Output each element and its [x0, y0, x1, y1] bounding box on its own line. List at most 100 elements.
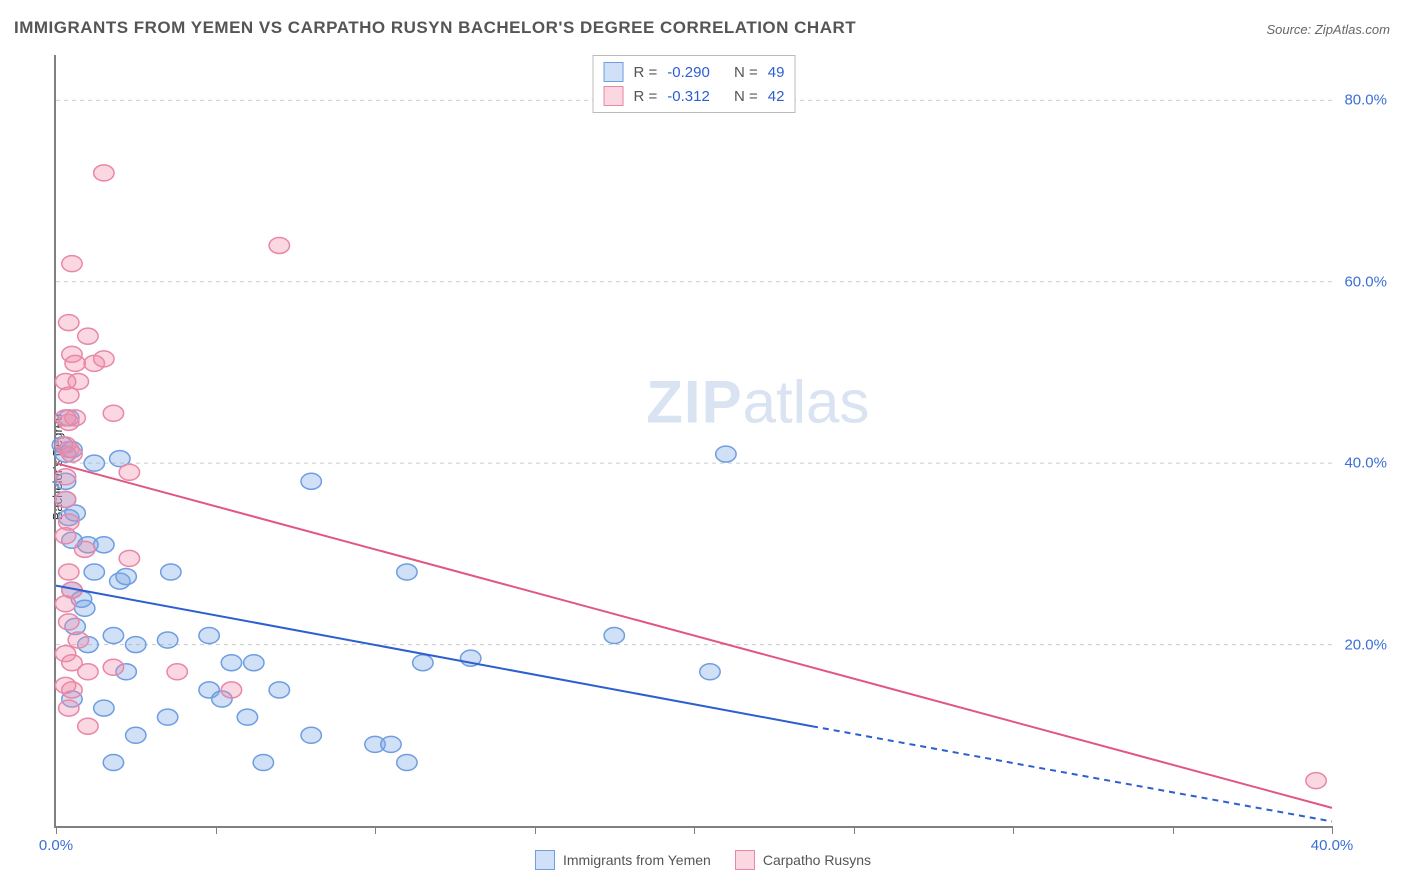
x-tick-mark — [1013, 826, 1014, 834]
data-point-yemen — [161, 564, 181, 580]
legend-item-carpatho: Carpatho Rusyns — [735, 850, 871, 870]
r-value-carpatho: -0.312 — [667, 88, 710, 105]
source-prefix: Source: — [1266, 22, 1314, 37]
n-label: N = — [734, 88, 758, 105]
x-tick-mark — [56, 826, 57, 834]
legend-label-yemen: Immigrants from Yemen — [563, 852, 711, 868]
y-tick-label: 80.0% — [1344, 92, 1387, 109]
data-point-carpatho — [55, 677, 75, 693]
data-point-yemen — [253, 754, 273, 770]
x-tick-mark — [535, 826, 536, 834]
data-point-yemen — [126, 637, 146, 653]
x-tick-mark — [375, 826, 376, 834]
data-point-carpatho — [75, 541, 95, 557]
data-point-carpatho — [62, 256, 82, 272]
x-tick-mark — [694, 826, 695, 834]
r-label: R = — [634, 64, 658, 81]
plot-svg — [56, 55, 1332, 826]
data-point-yemen — [157, 632, 177, 648]
data-point-carpatho — [94, 165, 114, 181]
legend-swatch-carpatho — [735, 850, 755, 870]
data-point-carpatho — [1306, 773, 1326, 789]
data-point-carpatho — [78, 664, 98, 680]
legend-item-yemen: Immigrants from Yemen — [535, 850, 711, 870]
x-tick-mark — [216, 826, 217, 834]
data-point-yemen — [221, 655, 241, 671]
stats-legend-box: R = -0.290 N = 49 R = -0.312 N = 42 — [593, 55, 796, 113]
legend-label-carpatho: Carpatho Rusyns — [763, 852, 871, 868]
data-point-yemen — [116, 569, 136, 585]
data-point-yemen — [397, 754, 417, 770]
data-point-carpatho — [55, 469, 75, 485]
data-point-carpatho — [59, 564, 79, 580]
data-point-carpatho — [221, 682, 241, 698]
data-point-carpatho — [55, 410, 75, 426]
data-point-carpatho — [269, 237, 289, 253]
trend-line-yemen — [56, 586, 812, 727]
data-point-yemen — [700, 664, 720, 680]
x-tick-mark — [854, 826, 855, 834]
trend-lines-group — [56, 463, 1332, 821]
data-point-carpatho — [119, 464, 139, 480]
data-point-carpatho — [55, 596, 75, 612]
y-tick-label: 60.0% — [1344, 273, 1387, 290]
y-tick-label: 40.0% — [1344, 455, 1387, 472]
r-label: R = — [634, 88, 658, 105]
data-point-yemen — [244, 655, 264, 671]
x-tick-mark — [1173, 826, 1174, 834]
trend-line-carpatho — [56, 463, 1332, 808]
data-point-yemen — [397, 564, 417, 580]
swatch-carpatho — [604, 86, 624, 106]
data-point-yemen — [199, 628, 219, 644]
data-point-yemen — [126, 727, 146, 743]
trend-line-dash-yemen — [812, 726, 1332, 821]
source-name: ZipAtlas.com — [1315, 22, 1390, 37]
data-point-yemen — [237, 709, 257, 725]
x-tick-mark — [1332, 826, 1333, 834]
data-point-yemen — [269, 682, 289, 698]
data-point-yemen — [301, 473, 321, 489]
y-tick-label: 20.0% — [1344, 636, 1387, 653]
chart-container: Bachelor's Degree ZIPatlas R = -0.290 N … — [14, 55, 1392, 878]
data-point-carpatho — [94, 351, 114, 367]
data-point-carpatho — [59, 442, 79, 458]
data-point-yemen — [84, 564, 104, 580]
n-value-carpatho: 42 — [768, 88, 785, 105]
data-point-carpatho — [167, 664, 187, 680]
swatch-yemen — [604, 62, 624, 82]
stats-row-carpatho: R = -0.312 N = 42 — [604, 84, 785, 108]
grid-group — [56, 100, 1332, 644]
data-point-carpatho — [68, 632, 88, 648]
data-point-carpatho — [59, 614, 79, 630]
data-point-carpatho — [59, 315, 79, 331]
data-point-carpatho — [78, 718, 98, 734]
data-point-yemen — [94, 537, 114, 553]
data-point-carpatho — [119, 550, 139, 566]
data-point-yemen — [716, 446, 736, 462]
data-point-yemen — [75, 600, 95, 616]
data-point-carpatho — [55, 491, 75, 507]
data-point-yemen — [103, 754, 123, 770]
data-point-yemen — [604, 628, 624, 644]
data-point-yemen — [94, 700, 114, 716]
data-point-carpatho — [103, 405, 123, 421]
data-point-yemen — [413, 655, 433, 671]
data-point-yemen — [301, 727, 321, 743]
x-tick-label: 0.0% — [39, 837, 73, 854]
data-point-yemen — [103, 628, 123, 644]
data-point-yemen — [84, 455, 104, 471]
points-group — [52, 165, 1326, 789]
data-point-yemen — [157, 709, 177, 725]
source-label: Source: ZipAtlas.com — [1266, 22, 1390, 37]
data-point-carpatho — [78, 328, 98, 344]
stats-row-yemen: R = -0.290 N = 49 — [604, 60, 785, 84]
n-value-yemen: 49 — [768, 64, 785, 81]
data-point-carpatho — [59, 387, 79, 403]
chart-title: IMMIGRANTS FROM YEMEN VS CARPATHO RUSYN … — [14, 18, 856, 38]
legend-bottom: Immigrants from Yemen Carpatho Rusyns — [535, 850, 871, 870]
data-point-carpatho — [65, 355, 85, 371]
legend-swatch-yemen — [535, 850, 555, 870]
x-tick-label: 40.0% — [1311, 837, 1354, 854]
data-point-carpatho — [103, 659, 123, 675]
data-point-yemen — [381, 736, 401, 752]
